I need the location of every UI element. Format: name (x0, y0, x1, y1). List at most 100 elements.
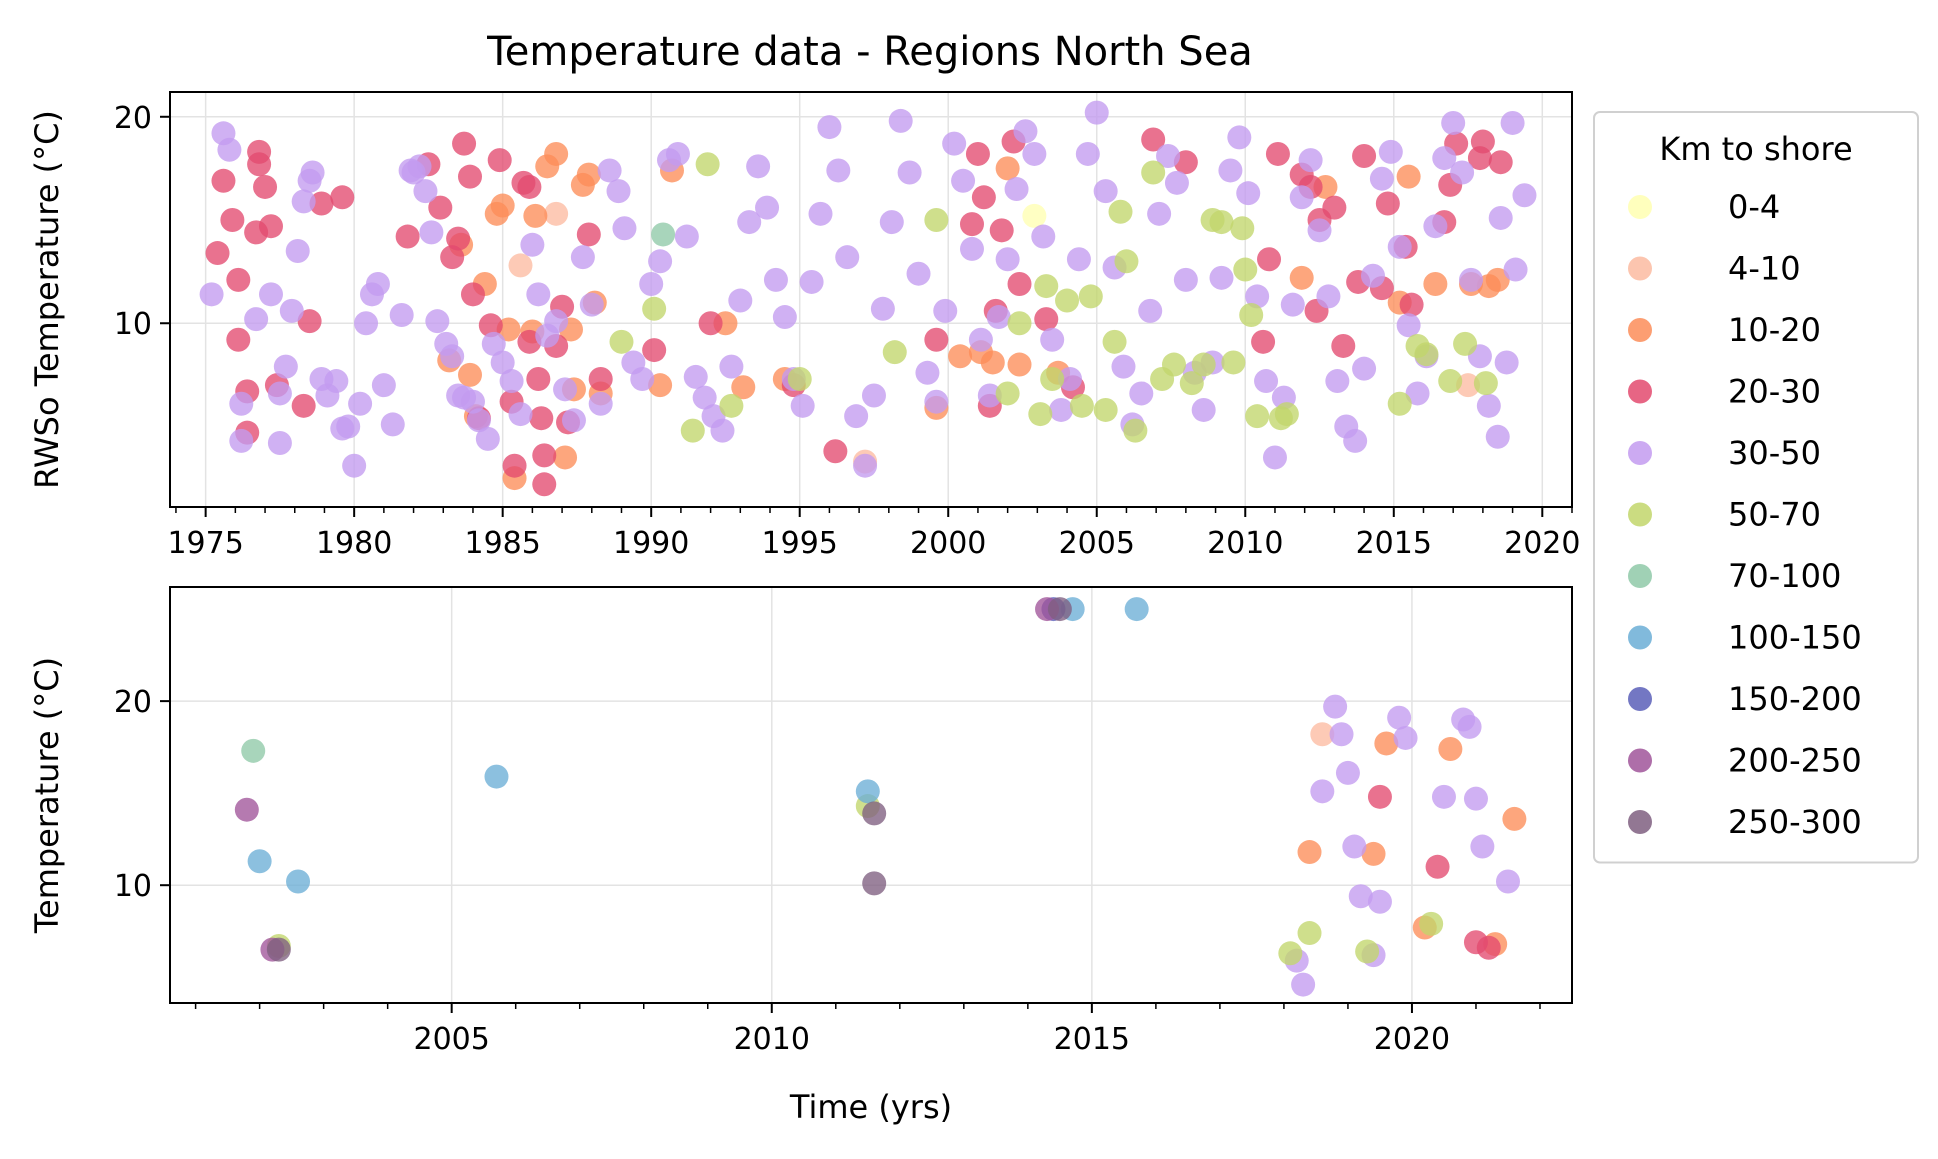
point-50-70 (1102, 329, 1127, 354)
point-30-50 (389, 302, 414, 327)
legend-label: 100-150 (1728, 619, 1862, 657)
point-30-50 (1262, 445, 1287, 470)
point-30-50 (544, 309, 569, 334)
point-30-50 (371, 373, 396, 398)
point-50-70 (1297, 921, 1322, 946)
point-30-50 (1031, 224, 1056, 249)
point-30-50 (1512, 183, 1537, 208)
point-30-50 (728, 288, 753, 313)
point-30-50 (710, 418, 735, 443)
point-30-50 (229, 428, 254, 453)
point-30-50 (1245, 284, 1270, 309)
point-30-50 (1173, 267, 1198, 292)
point-10-20 (1502, 806, 1527, 831)
x-tick-label: 2010 (734, 1022, 810, 1057)
point-30-50 (348, 391, 373, 416)
point-30-50 (466, 408, 491, 433)
point-20-30 (1322, 195, 1347, 220)
point-20-30 (487, 148, 512, 173)
point-50-70 (695, 152, 720, 177)
point-50-70 (1108, 199, 1133, 224)
point-20-30 (428, 195, 453, 220)
point-30-50 (499, 369, 524, 394)
point-10-20 (1007, 352, 1032, 377)
point-30-50 (755, 195, 780, 220)
point-30-50 (508, 402, 533, 427)
point-30-50 (1405, 381, 1430, 406)
legend-label: 10-20 (1728, 311, 1821, 349)
point-30-50 (354, 311, 379, 336)
point-4-10 (544, 201, 569, 226)
point-30-50 (1431, 784, 1456, 809)
point-30-50 (835, 245, 860, 270)
point-30-50 (746, 154, 771, 179)
point-30-50 (1066, 247, 1091, 272)
point-30-50 (853, 453, 878, 478)
point-30-50 (407, 154, 432, 179)
point-30-50 (342, 453, 367, 478)
point-30-50 (933, 298, 958, 323)
x-axis-label: Time (yrs) (789, 1088, 952, 1126)
point-30-50 (648, 249, 673, 274)
point-50-70 (1007, 311, 1032, 336)
point-20-30 (971, 185, 996, 210)
point-10-20 (576, 162, 601, 187)
point-30-50 (1423, 214, 1448, 239)
legend-label: 150-200 (1728, 680, 1862, 718)
point-30-50 (817, 115, 842, 140)
point-30-50 (1138, 298, 1163, 323)
point-30-50 (579, 292, 604, 317)
point-30-50 (995, 247, 1020, 272)
legend-marker (1628, 810, 1652, 834)
point-20-30 (532, 443, 557, 468)
point-50-70 (924, 208, 949, 233)
point-20-30 (924, 327, 949, 352)
point-30-50 (588, 391, 613, 416)
point-10-20 (553, 445, 578, 470)
point-50-70 (1355, 939, 1380, 964)
point-30-50 (1485, 424, 1510, 449)
legend-label: 0-4 (1728, 188, 1780, 226)
point-50-70 (1387, 391, 1412, 416)
point-20-30 (529, 406, 554, 431)
point-30-50 (1291, 972, 1316, 997)
point-30-50 (915, 360, 940, 385)
point-30-50 (977, 383, 1002, 408)
point-50-70 (1221, 350, 1246, 375)
point-50-70 (1419, 911, 1444, 936)
point-30-50 (1049, 397, 1074, 422)
point-30-50 (1457, 714, 1482, 739)
y-tick-label: 20 (114, 101, 152, 136)
plot-frame (169, 91, 1573, 508)
point-250-300 (1047, 597, 1072, 622)
point-10-20 (458, 362, 483, 387)
point-20-30 (478, 313, 503, 338)
point-30-50 (879, 210, 904, 235)
x-tick-label: 2015 (1356, 526, 1432, 561)
point-30-50 (1209, 265, 1234, 290)
point-50-70 (1473, 371, 1498, 396)
x-tick-label: 2005 (1059, 526, 1135, 561)
point-20-30 (1257, 247, 1282, 272)
point-30-50 (597, 158, 622, 183)
point-30-50 (526, 282, 551, 307)
point-30-50 (674, 224, 699, 249)
point-30-50 (570, 245, 595, 270)
point-20-30 (452, 131, 477, 156)
point-30-50 (763, 267, 788, 292)
point-30-50 (267, 381, 292, 406)
point-50-70 (1069, 393, 1094, 418)
point-30-50 (1254, 369, 1279, 394)
point-30-50 (244, 307, 269, 332)
point-20-30 (576, 222, 601, 247)
point-50-70 (1078, 284, 1103, 309)
point-30-50 (1329, 722, 1354, 747)
point-30-50 (1367, 889, 1392, 914)
point-30-50 (324, 369, 349, 394)
point-30-50 (1307, 218, 1332, 243)
point-10-20 (490, 193, 515, 218)
point-10-20 (1423, 272, 1448, 297)
point-50-70 (1414, 342, 1439, 367)
point-20-30 (1425, 854, 1450, 879)
